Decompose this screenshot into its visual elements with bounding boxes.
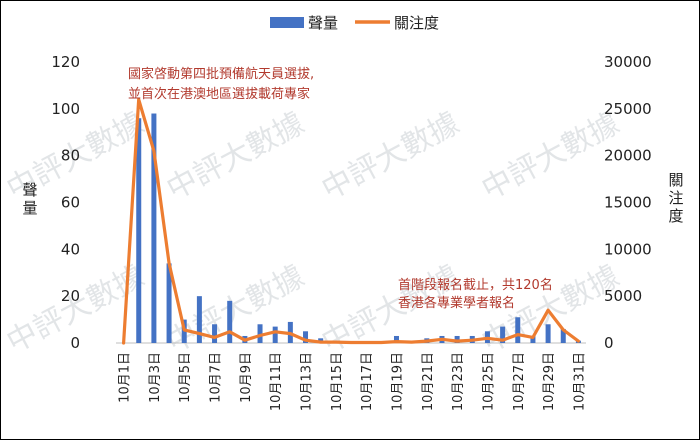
x-tick-label: 10月29日 <box>542 352 557 411</box>
bar-10月8日 <box>227 300 233 343</box>
bar-10月29日 <box>545 324 551 343</box>
y-left-tick-label: 100 <box>51 100 80 118</box>
bar-10月6日 <box>196 296 202 343</box>
y-right-tick-label: 30000 <box>604 53 652 71</box>
bar-10月23日 <box>454 335 460 343</box>
y-left-tick-label: 40 <box>61 240 80 258</box>
legend-bar-swatch <box>270 17 304 28</box>
x-tick-label: 10月17日 <box>360 352 375 411</box>
x-tick-label: 10月5日 <box>178 352 193 403</box>
bar-10月2日 <box>136 118 142 343</box>
y-right-tick-label: 10000 <box>604 240 652 258</box>
x-tick-label: 10月23日 <box>451 352 466 411</box>
annotation-first: 國家啓動第四批預備航天員選拔,並首次在港澳地區選拔載荷專家 <box>128 66 314 102</box>
x-tick-label: 10月19日 <box>390 352 405 411</box>
x-tick-label: 10月27日 <box>512 352 527 411</box>
bar-10月30日 <box>560 328 566 343</box>
y-right-tick-label: 20000 <box>604 147 652 165</box>
y-right-tick-label: 25000 <box>604 100 652 118</box>
x-tick-label: 10月1日 <box>118 352 133 403</box>
bar-10月27日 <box>515 317 521 343</box>
bar-10月11日 <box>272 326 278 343</box>
bar-10月13日 <box>303 331 309 343</box>
legend-bar-label: 聲量 <box>308 14 338 32</box>
x-tick-label: 10月21日 <box>421 352 436 411</box>
annotation-second: 首階段報名截止，共120名香港各專業學者報名 <box>398 277 553 311</box>
bar-10月26日 <box>500 326 506 343</box>
bar-10月10日 <box>257 324 263 343</box>
x-tick-label: 10月25日 <box>481 352 496 411</box>
x-tick-label: 10月31日 <box>572 352 587 411</box>
x-tick-label: 10月13日 <box>300 352 315 411</box>
y-left-tick-label: 60 <box>61 194 80 212</box>
y-right-tick-label: 0 <box>604 334 614 352</box>
y-left-tick-label: 20 <box>61 287 80 305</box>
watermark: 中評大數據 <box>476 106 625 207</box>
watermark: 中評大數據 <box>316 106 465 207</box>
watermark: 中評大數據 <box>161 106 310 207</box>
bar-10月28日 <box>530 335 536 343</box>
bar-10月3日 <box>151 113 157 344</box>
x-tick-label: 10月15日 <box>330 352 345 411</box>
watermark: 中評大數據 <box>161 259 310 360</box>
y-left-tick-label: 0 <box>70 334 80 352</box>
y-left-axis-title: 聲量 <box>22 181 37 217</box>
y-right-axis-title: 關注度 <box>668 171 683 225</box>
bar-10月7日 <box>212 324 218 343</box>
bar-10月4日 <box>166 263 172 343</box>
legend-line-label: 關注度 <box>394 14 439 32</box>
y-right-tick-label: 15000 <box>604 194 652 212</box>
attention-line <box>121 97 581 345</box>
x-tick-label: 10月11日 <box>269 352 284 411</box>
x-tick-label: 10月7日 <box>209 352 224 403</box>
y-left-tick-label: 120 <box>51 53 80 71</box>
x-tick-label: 10月3日 <box>148 352 163 403</box>
bar-10月19日 <box>393 335 399 343</box>
x-tick-label: 10月9日 <box>239 352 254 403</box>
y-left-tick-label: 80 <box>61 147 80 165</box>
y-right-tick-label: 5000 <box>604 287 642 305</box>
